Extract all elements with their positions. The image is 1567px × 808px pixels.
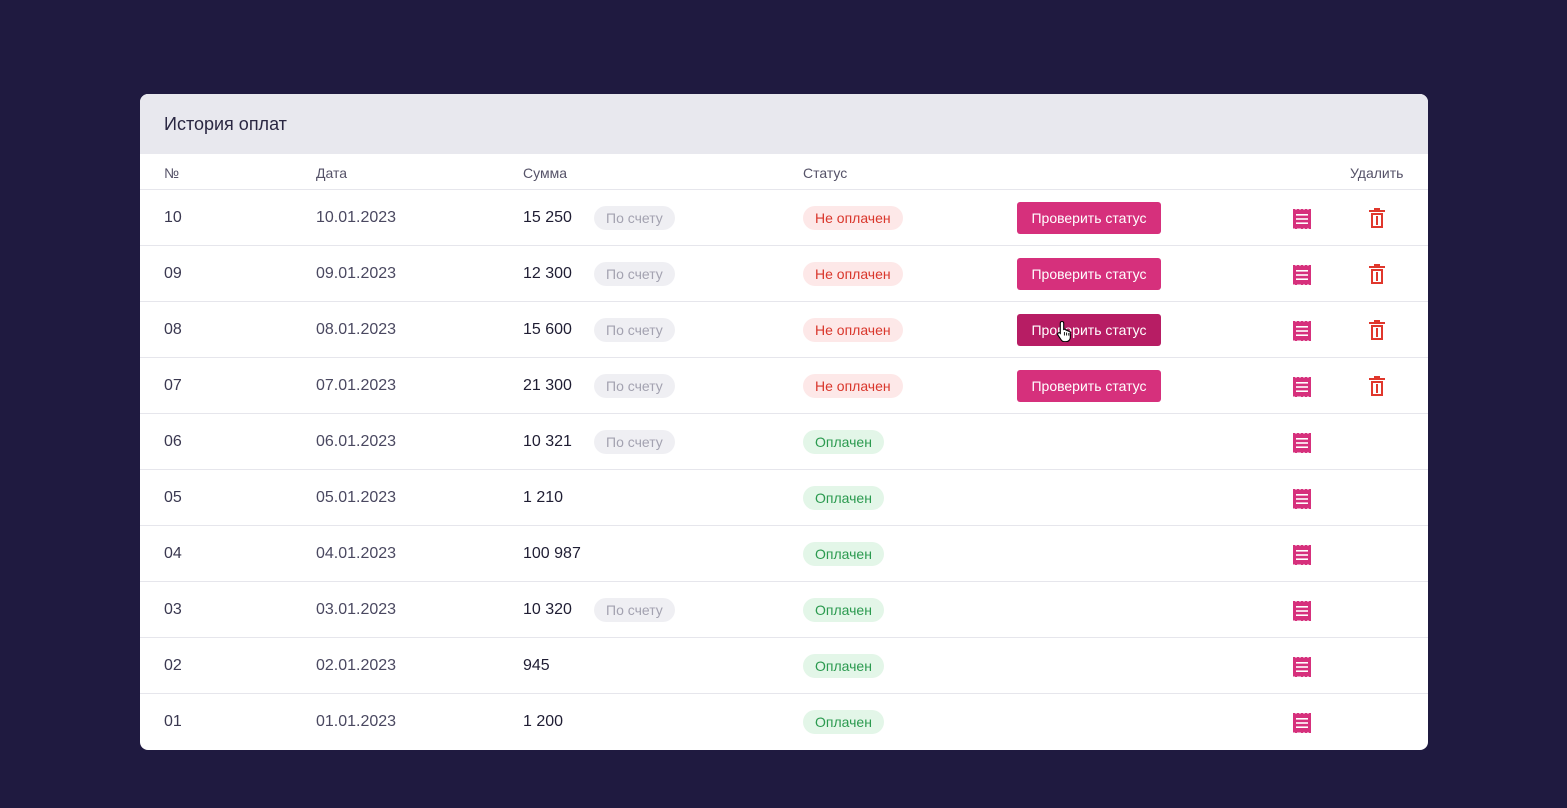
row-number: 07: [164, 377, 182, 394]
table-row: 03 03.01.2023 10 320 По счету Оплачен: [140, 582, 1428, 638]
check-status-button[interactable]: Проверить статус: [1017, 370, 1161, 402]
row-sum: 10 321: [523, 433, 572, 450]
row-sum: 15 600: [523, 321, 572, 338]
table-header: № Дата Сумма Статус Удалить: [140, 154, 1428, 190]
card-header: История оплат: [140, 94, 1428, 154]
status-badge: Оплачен: [803, 486, 884, 510]
status-badge: Оплачен: [803, 598, 884, 622]
receipt-icon[interactable]: [1293, 545, 1311, 565]
row-sum: 15 250: [523, 209, 572, 226]
payment-method-badge: По счету: [594, 262, 675, 286]
table-row: 08 08.01.2023 15 600 По счету Не оплачен…: [140, 302, 1428, 358]
table-row: 07 07.01.2023 21 300 По счету Не оплачен…: [140, 358, 1428, 414]
row-date: 10.01.2023: [316, 209, 397, 226]
row-date: 08.01.2023: [316, 321, 397, 338]
receipt-icon[interactable]: [1293, 265, 1311, 285]
table-row: 02 02.01.2023 945 Оплачен: [140, 638, 1428, 694]
row-sum: 21 300: [523, 377, 572, 394]
status-badge: Не оплачен: [803, 206, 903, 230]
row-date: 03.01.2023: [316, 601, 397, 618]
row-sum: 1 210: [523, 489, 564, 506]
payment-method-badge: По счету: [594, 206, 675, 230]
row-sum: 945: [523, 657, 550, 674]
row-number: 06: [164, 433, 182, 450]
receipt-icon[interactable]: [1293, 209, 1311, 229]
status-badge: Оплачен: [803, 710, 884, 734]
receipt-icon[interactable]: [1293, 601, 1311, 621]
row-date: 07.01.2023: [316, 377, 397, 394]
table-body: 10 10.01.2023 15 250 По счету Не оплачен…: [140, 190, 1428, 750]
status-badge: Оплачен: [803, 430, 884, 454]
payment-method-badge: По счету: [594, 598, 675, 622]
row-date: 04.01.2023: [316, 545, 397, 562]
row-sum: 1 200: [523, 713, 564, 730]
row-number: 05: [164, 489, 182, 506]
payment-method-badge: По счету: [594, 318, 675, 342]
table-row: 01 01.01.2023 1 200 Оплачен: [140, 694, 1428, 750]
trash-icon[interactable]: [1369, 208, 1385, 228]
column-header-sum: Сумма: [523, 165, 567, 181]
status-badge: Не оплачен: [803, 318, 903, 342]
row-date: 05.01.2023: [316, 489, 397, 506]
payment-history-card: История оплат № Дата Сумма Статус Удалит…: [140, 94, 1428, 750]
receipt-icon[interactable]: [1293, 321, 1311, 341]
table-row: 05 05.01.2023 1 210 Оплачен: [140, 470, 1428, 526]
row-number: 03: [164, 601, 182, 618]
check-status-button[interactable]: Проверить статус: [1017, 314, 1161, 346]
row-number: 08: [164, 321, 182, 338]
receipt-icon[interactable]: [1293, 713, 1311, 733]
table-row: 04 04.01.2023 100 987 Оплачен: [140, 526, 1428, 582]
check-status-button[interactable]: Проверить статус: [1017, 202, 1161, 234]
receipt-icon[interactable]: [1293, 377, 1311, 397]
status-badge: Не оплачен: [803, 262, 903, 286]
trash-icon[interactable]: [1369, 264, 1385, 284]
row-sum: 10 320: [523, 601, 572, 618]
row-date: 02.01.2023: [316, 657, 397, 674]
check-status-button[interactable]: Проверить статус: [1017, 258, 1161, 290]
row-date: 09.01.2023: [316, 265, 397, 282]
status-badge: Оплачен: [803, 542, 884, 566]
table-row: 06 06.01.2023 10 321 По счету Оплачен: [140, 414, 1428, 470]
row-number: 04: [164, 545, 182, 562]
row-date: 01.01.2023: [316, 713, 397, 730]
card-title: История оплат: [164, 113, 287, 134]
payment-method-badge: По счету: [594, 430, 675, 454]
payment-method-badge: По счету: [594, 374, 675, 398]
row-date: 06.01.2023: [316, 433, 397, 450]
status-badge: Оплачен: [803, 654, 884, 678]
receipt-icon[interactable]: [1293, 433, 1311, 453]
row-number: 10: [164, 209, 182, 226]
column-header-status: Статус: [803, 165, 848, 181]
table-row: 10 10.01.2023 15 250 По счету Не оплачен…: [140, 190, 1428, 246]
status-badge: Не оплачен: [803, 374, 903, 398]
column-header-date: Дата: [316, 165, 348, 181]
row-number: 09: [164, 265, 182, 282]
row-number: 02: [164, 657, 182, 674]
column-header-delete: Удалить: [1350, 165, 1404, 181]
row-sum: 12 300: [523, 265, 572, 282]
trash-icon[interactable]: [1369, 376, 1385, 396]
receipt-icon[interactable]: [1293, 657, 1311, 677]
row-number: 01: [164, 713, 182, 730]
trash-icon[interactable]: [1369, 320, 1385, 340]
row-sum: 100 987: [523, 545, 581, 562]
receipt-icon[interactable]: [1293, 489, 1311, 509]
column-header-number: №: [164, 165, 180, 181]
table-row: 09 09.01.2023 12 300 По счету Не оплачен…: [140, 246, 1428, 302]
